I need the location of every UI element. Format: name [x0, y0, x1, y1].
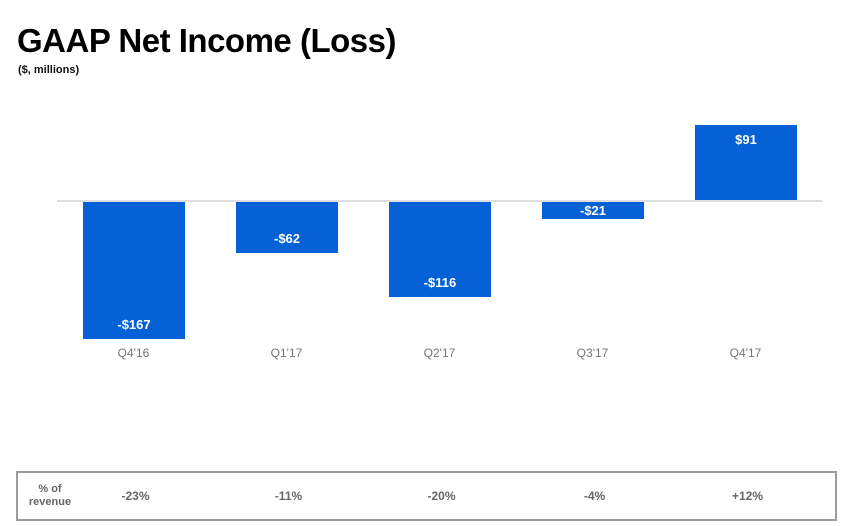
pct-of-revenue-value-Q1'17: -11% [274, 489, 303, 503]
row-header-percent-of-revenue: % of revenue [18, 473, 82, 519]
percent-of-revenue-table: % of revenue -23% -11% -20% -4% +12% [16, 471, 837, 521]
bar-Q1'17: -$62 [236, 202, 338, 253]
x-axis-label: Q4'17 [729, 346, 762, 360]
bar-Q4'17: $91 [695, 125, 797, 200]
bar-value-label: -$116 [423, 275, 457, 290]
pct-of-revenue-value-Q4'16: -23% [121, 489, 150, 503]
bar-value-label: -$21 [579, 203, 607, 218]
x-axis-label: Q1'17 [270, 346, 303, 360]
bar-Q2'17: -$116 [389, 202, 491, 297]
pct-of-revenue-value-Q3'17: -4% [583, 489, 606, 503]
x-axis-label: Q4'16 [117, 346, 150, 360]
zero-axis-line [57, 200, 822, 202]
x-axis-label: Q3'17 [576, 346, 609, 360]
net-income-bar-chart: -$167 Q4'16 -$62 Q1'17 -$116 Q2'17 -$21 Q3'17 $9… [57, 125, 822, 360]
chart-units-subtitle: ($, millions) [18, 64, 80, 76]
row-header-line1: % of [38, 483, 62, 495]
x-axis-label: Q2'17 [423, 346, 456, 360]
bar-value-label: -$167 [117, 317, 151, 332]
bar-value-label: -$62 [273, 231, 301, 246]
bar-value-label: $91 [735, 132, 757, 147]
chart-title: GAAP Net Income (Loss) [17, 22, 396, 59]
pct-of-revenue-value-Q2'17: -20% [427, 489, 456, 503]
bar-Q3'17: -$21 [542, 202, 644, 219]
pct-of-revenue-value-Q4'17: +12% [731, 489, 764, 503]
row-header-line2: revenue [28, 496, 72, 508]
bar-Q4'16: -$167 [83, 202, 185, 339]
